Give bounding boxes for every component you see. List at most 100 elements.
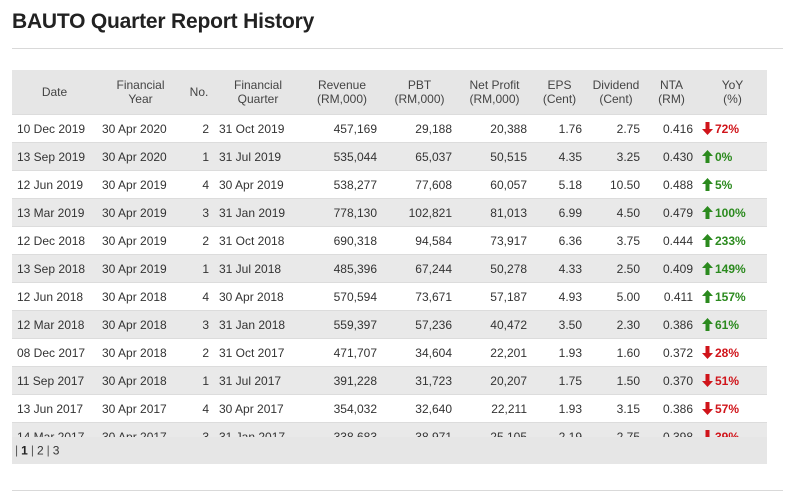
arrow-down-icon [702, 346, 713, 360]
col-header-financial-quarter[interactable]: Financial Quarter [214, 70, 302, 115]
cell-dividend: 1.60 [587, 338, 645, 367]
cell-financial-year: 30 Apr 2017 [97, 394, 184, 423]
cell-date: 12 Jun 2019 [12, 170, 97, 199]
cell-nta: 0.430 [645, 142, 698, 171]
table-row: 11 Sep 2017 30 Apr 2018 1 31 Jul 2017 391,22… [12, 366, 767, 395]
cell-net-profit: 57,187 [457, 282, 532, 311]
cell-net-profit: 73,917 [457, 226, 532, 255]
cell-pbt: 29,188 [382, 114, 457, 143]
cell-pbt: 73,671 [382, 282, 457, 311]
cell-financial-quarter: 31 Jan 2019 [214, 198, 302, 227]
cell-pbt: 67,244 [382, 254, 457, 283]
col-header-dividend[interactable]: Dividend (Cent) [587, 70, 645, 115]
yoy-value: 72% [715, 121, 740, 136]
cell-net-profit: 20,388 [457, 114, 532, 143]
cell-no: 3 [184, 198, 214, 227]
cell-financial-year: 30 Apr 2018 [97, 366, 184, 395]
cell-yoy: 57% [698, 394, 767, 423]
pager-divider: | [30, 443, 34, 458]
cell-eps: 1.93 [532, 338, 587, 367]
cell-dividend: 2.50 [587, 254, 645, 283]
cell-yoy: 51% [698, 366, 767, 395]
table-row: 13 Sep 2019 30 Apr 2020 1 31 Jul 2019 535,04… [12, 142, 767, 171]
col-header-net-profit[interactable]: Net Profit (RM,000) [457, 70, 532, 115]
cell-financial-quarter: 31 Jul 2017 [214, 366, 302, 395]
cell-dividend: 3.25 [587, 142, 645, 171]
yoy-value: 149% [715, 261, 746, 276]
cell-revenue: 538,277 [302, 170, 382, 199]
cell-eps: 6.99 [532, 198, 587, 227]
cell-nta: 0.444 [645, 226, 698, 255]
cell-date: 08 Dec 2017 [12, 338, 97, 367]
cell-dividend: 5.00 [587, 282, 645, 311]
cell-nta: 0.386 [645, 310, 698, 339]
cell-no: 1 [184, 142, 214, 171]
cell-revenue: 535,044 [302, 142, 382, 171]
cell-date: 13 Jun 2017 [12, 394, 97, 423]
yoy-value: 61% [715, 317, 740, 332]
cell-revenue: 690,318 [302, 226, 382, 255]
cell-dividend: 4.50 [587, 198, 645, 227]
cell-eps: 1.93 [532, 394, 587, 423]
page-title: BAUTO Quarter Report History [12, 10, 315, 33]
arrow-up-icon [702, 318, 713, 332]
col-header-date[interactable]: Date [12, 70, 97, 115]
pager-link-page-3[interactable]: 3 [52, 443, 60, 458]
cell-date: 13 Mar 2019 [12, 198, 97, 227]
cell-yoy: 100% [698, 198, 767, 227]
cell-financial-quarter: 31 Jul 2018 [214, 254, 302, 283]
cell-nta: 0.416 [645, 114, 698, 143]
arrow-up-icon [702, 178, 713, 192]
cell-financial-quarter: 30 Apr 2017 [214, 394, 302, 423]
cell-date: 12 Dec 2018 [12, 226, 97, 255]
cell-revenue: 485,396 [302, 254, 382, 283]
cell-revenue: 457,169 [302, 114, 382, 143]
cell-pbt: 32,640 [382, 394, 457, 423]
cell-dividend: 3.75 [587, 226, 645, 255]
pager-link-page-2[interactable]: 2 [36, 443, 44, 458]
cell-financial-quarter: 30 Apr 2019 [214, 170, 302, 199]
cell-eps: 5.18 [532, 170, 587, 199]
quarter-report-table: Date Financial Year No. Financial Quarter … [12, 70, 767, 450]
cell-net-profit: 22,211 [457, 394, 532, 423]
col-header-financial-year[interactable]: Financial Year [97, 70, 184, 115]
cell-nta: 0.488 [645, 170, 698, 199]
cell-nta: 0.372 [645, 338, 698, 367]
cell-eps: 3.50 [532, 310, 587, 339]
cell-pbt: 57,236 [382, 310, 457, 339]
cell-net-profit: 20,207 [457, 366, 532, 395]
cell-pbt: 34,604 [382, 338, 457, 367]
cell-no: 2 [184, 226, 214, 255]
cell-no: 1 [184, 254, 214, 283]
cell-yoy: 61% [698, 310, 767, 339]
col-header-pbt[interactable]: PBT (RM,000) [382, 70, 457, 115]
cell-dividend: 2.75 [587, 114, 645, 143]
col-header-nta[interactable]: NTA (RM) [645, 70, 698, 115]
yoy-value: 57% [715, 401, 740, 416]
cell-net-profit: 60,057 [457, 170, 532, 199]
pager-divider: | [46, 443, 50, 458]
table-row: 10 Dec 2019 30 Apr 2020 2 31 Oct 2019 457,16… [12, 114, 767, 143]
cell-net-profit: 40,472 [457, 310, 532, 339]
cell-date: 13 Sep 2018 [12, 254, 97, 283]
col-header-eps[interactable]: EPS (Cent) [532, 70, 587, 115]
arrow-up-icon [702, 206, 713, 220]
col-header-no[interactable]: No. [184, 70, 214, 115]
cell-date: 12 Jun 2018 [12, 282, 97, 311]
cell-revenue: 778,130 [302, 198, 382, 227]
table-row: 12 Dec 2018 30 Apr 2019 2 31 Oct 2018 690,31… [12, 226, 767, 255]
cell-revenue: 471,707 [302, 338, 382, 367]
cell-revenue: 570,594 [302, 282, 382, 311]
col-header-revenue[interactable]: Revenue (RM,000) [302, 70, 382, 115]
yoy-value: 0% [715, 149, 733, 164]
cell-pbt: 31,723 [382, 366, 457, 395]
arrow-up-icon [702, 290, 713, 304]
cell-no: 2 [184, 114, 214, 143]
arrow-up-icon [702, 262, 713, 276]
col-header-yoy[interactable]: YoY (%) [698, 70, 767, 115]
cell-nta: 0.409 [645, 254, 698, 283]
table-row: 12 Mar 2018 30 Apr 2018 3 31 Jan 2018 559,39… [12, 310, 767, 339]
cell-net-profit: 50,278 [457, 254, 532, 283]
cell-eps: 1.76 [532, 114, 587, 143]
cell-no: 4 [184, 170, 214, 199]
